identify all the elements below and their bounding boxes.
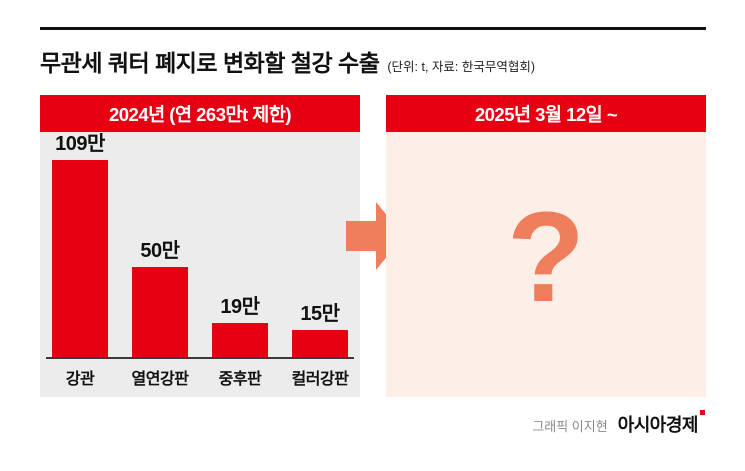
category-labels-row: 강관 열연강판 중후판 컬러강판 bbox=[40, 365, 360, 389]
panel-2024: 2024년 (연 263만t 제한) 109만 50만 19만 15만 강관 열연강판 중… bbox=[40, 95, 360, 397]
bar-column: 50만 bbox=[120, 234, 200, 357]
bar-chart: 109만 50만 19만 15만 bbox=[40, 132, 360, 357]
brand-logo: 아시아경제 bbox=[617, 410, 705, 437]
bar-column: 109만 bbox=[40, 127, 120, 357]
brand-logo-text: 아시아경제 bbox=[617, 415, 699, 435]
category-label: 열연강판 bbox=[131, 371, 189, 388]
panel-2025-header: 2025년 3월 12일 ~ bbox=[386, 95, 706, 132]
bar-value-label: 15만 bbox=[300, 303, 340, 325]
page-title: 무관세 쿼터 폐지로 변화할 철강 수출 bbox=[40, 50, 380, 76]
category-label: 컬러강판 bbox=[291, 371, 349, 388]
category-label: 중후판 bbox=[218, 371, 262, 388]
bar bbox=[132, 267, 188, 357]
bar-column: 15만 bbox=[280, 297, 360, 357]
header: 무관세 쿼터 폐지로 변화할 철강 수출 (단위: t, 자료: 한국무역협회) bbox=[40, 44, 720, 78]
graphic-credit: 그래픽 이지현 bbox=[532, 419, 608, 434]
x-axis-line bbox=[46, 357, 354, 359]
bar-value-label: 50만 bbox=[140, 240, 180, 262]
bar bbox=[292, 330, 348, 357]
panel-2025: 2025년 3월 12일 ~ ? bbox=[386, 95, 706, 397]
bar bbox=[52, 160, 108, 357]
top-rule-divider bbox=[40, 27, 706, 30]
bar-value-label: 109만 bbox=[55, 133, 105, 155]
category-label: 강관 bbox=[65, 371, 95, 388]
unit-source-note: (단위: t, 자료: 한국무역협회) bbox=[387, 60, 535, 74]
brand-mark-icon bbox=[700, 410, 705, 415]
bar-column: 19만 bbox=[200, 290, 280, 357]
bar-value-label: 19만 bbox=[220, 296, 260, 318]
bar bbox=[212, 323, 268, 357]
question-mark: ? bbox=[506, 186, 586, 329]
footer: 그래픽 이지현 아시아경제 bbox=[532, 410, 705, 437]
panel-2024-header: 2024년 (연 263만t 제한) bbox=[40, 95, 360, 132]
